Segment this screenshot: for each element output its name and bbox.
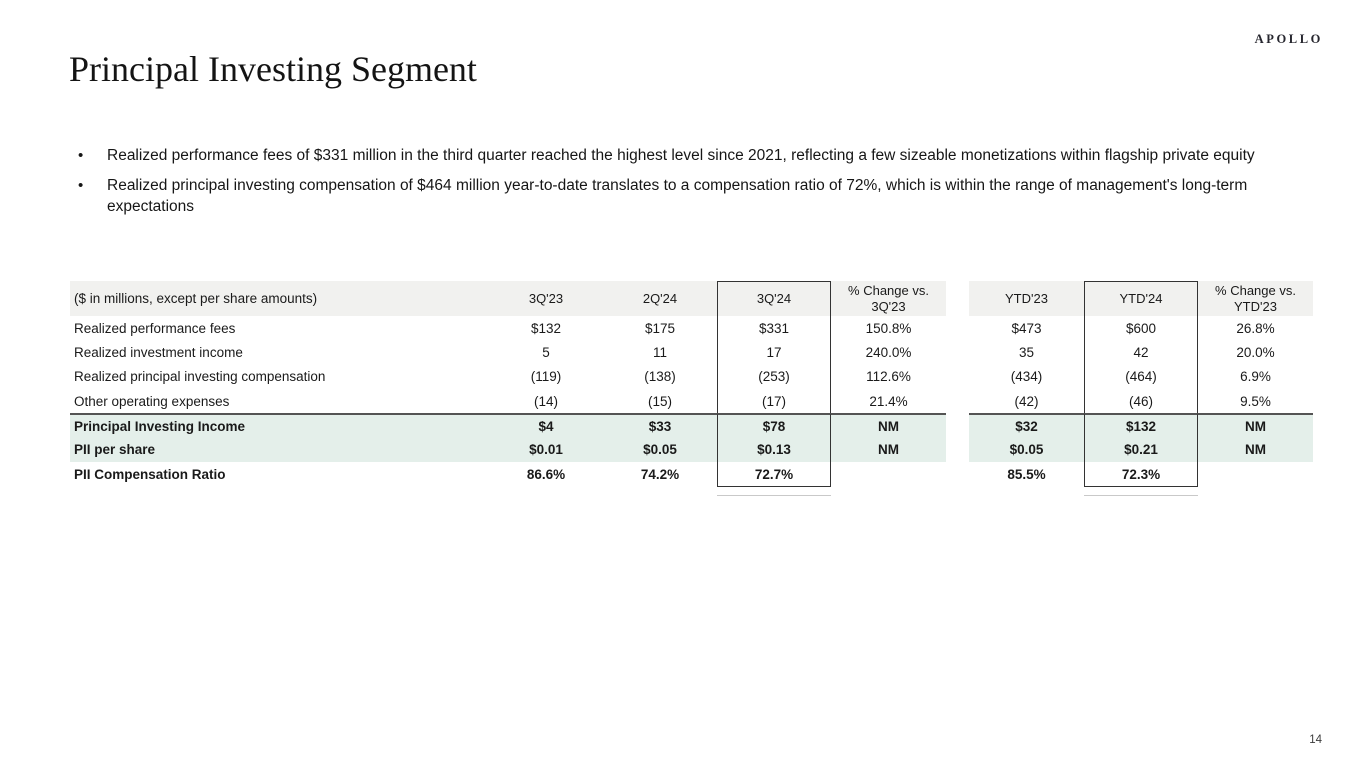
table-cell: $0.01 [489, 437, 603, 462]
table-cell [946, 316, 969, 340]
table-cell: 20.0% [1236, 344, 1275, 360]
table-caption: ($ in millions, except per share amounts… [70, 281, 489, 316]
table-cell: $175 [644, 320, 676, 336]
table-row: PII per share $0.01 $0.05 $0.13 NM $0.05 $0.21… [70, 437, 1313, 462]
table-cell: 11 [652, 344, 667, 360]
table-cell: $0.21 [1084, 437, 1198, 462]
row-label: Realized investment income [74, 344, 243, 360]
financial-table: ($ in millions, except per share amounts… [70, 281, 1313, 487]
divider [1084, 495, 1198, 496]
table-cell: NM [831, 413, 946, 437]
table-cell: $0.13 [717, 437, 831, 462]
table-cell: 35 [1018, 344, 1035, 360]
table-cell [946, 462, 969, 487]
table-cell: NM [1198, 413, 1313, 437]
table-cell [946, 389, 969, 413]
table-cell: NM [1198, 437, 1313, 462]
row-label: Other operating expenses [74, 393, 230, 409]
table-cell: $331 [717, 316, 831, 340]
table-cell: 5 [542, 344, 550, 360]
table-cell: (253) [717, 364, 831, 389]
table-cell: 21.4% [869, 393, 908, 409]
bullet-text: Realized performance fees of $331 millio… [107, 147, 1255, 164]
table-cell [1198, 462, 1313, 487]
table-cell: $33 [603, 413, 717, 437]
column-header: 3Q'24 [717, 281, 831, 316]
row-label: Principal Investing Income [70, 413, 489, 437]
table-cell [946, 364, 969, 389]
table-cell: (15) [647, 393, 672, 409]
table-cell [831, 462, 946, 487]
bullet-list: • Realized performance fees of $331 mill… [70, 145, 1295, 226]
table-cell: 42 [1084, 340, 1198, 364]
table-cell: $600 [1084, 316, 1198, 340]
table-row: Realized investment income 5 11 17 240.0% 35 4… [70, 340, 1313, 364]
table-cell: 6.9% [1240, 369, 1271, 384]
table-cell: 17 [717, 340, 831, 364]
row-label: PII Compensation Ratio [74, 467, 226, 482]
column-header: YTD'23 [969, 281, 1084, 316]
column-header: 3Q'23 [489, 281, 603, 316]
table-cell: (42) [1014, 393, 1039, 409]
list-item: • Realized principal investing compensat… [70, 175, 1295, 217]
table-cell: $4 [489, 413, 603, 437]
table-cell [946, 413, 969, 437]
table-cell: $473 [1011, 320, 1042, 336]
table-cell: (464) [1084, 364, 1198, 389]
column-header: % Change vs. YTD'23 [1198, 281, 1313, 316]
table-row: PII Compensation Ratio 86.6% 74.2% 72.7% 85.… [70, 462, 1313, 487]
table-cell: 85.5% [1007, 467, 1046, 482]
table-header-row: ($ in millions, except per share amounts… [70, 281, 1313, 316]
table-cell: (46) [1084, 389, 1198, 413]
table-row: Realized performance fees $132 $175 $331 150… [70, 316, 1313, 340]
bullet-icon: • [78, 177, 84, 194]
bullet-icon: • [78, 147, 84, 164]
table-cell: 240.0% [865, 344, 912, 360]
row-label: PII per share [70, 437, 489, 462]
row-label: Realized principal investing compensatio… [74, 369, 326, 384]
column-header: 2Q'24 [603, 281, 717, 316]
divider [717, 495, 831, 496]
table-cell: $78 [717, 413, 831, 437]
table-cell: (119) [530, 369, 562, 384]
page-title: Principal Investing Segment [69, 49, 477, 89]
table-cell: $132 [530, 320, 562, 336]
table-cell: 112.6% [866, 369, 911, 384]
page-number: 14 [1309, 734, 1322, 746]
table-cell: $32 [969, 413, 1084, 437]
table-cell: (14) [533, 393, 558, 409]
table-cell: $0.05 [603, 437, 717, 462]
table-row: Realized principal investing compensatio… [70, 364, 1313, 389]
table-cell: 72.7% [717, 462, 831, 487]
table-cell: 9.5% [1240, 393, 1271, 409]
column-header [946, 281, 969, 316]
table-row: Principal Investing Income $4 $33 $78 NM $32 $… [70, 413, 1313, 437]
list-item: • Realized performance fees of $331 mill… [70, 145, 1295, 166]
table-cell: 74.2% [640, 467, 680, 482]
table-cell [946, 437, 969, 462]
table-cell: (138) [644, 369, 676, 384]
table-cell: 26.8% [1236, 320, 1275, 336]
apollo-logo: APOLLO [1254, 32, 1323, 46]
table-cell: $132 [1084, 413, 1198, 437]
column-header: % Change vs. 3Q'23 [831, 281, 946, 316]
table-cell: 150.8% [865, 320, 912, 336]
table-cell: (434) [1010, 369, 1043, 384]
table-row: Other operating expenses (14) (15) (17) 21.4… [70, 389, 1313, 413]
bullet-text: Realized principal investing compensatio… [107, 177, 1248, 215]
table-cell: $0.05 [969, 437, 1084, 462]
table-cell: 72.3% [1084, 462, 1198, 487]
table-cell: (17) [717, 389, 831, 413]
table-cell: NM [831, 437, 946, 462]
table-cell [946, 340, 969, 364]
table-cell: 86.6% [526, 467, 566, 482]
column-header: YTD'24 [1084, 281, 1198, 316]
row-label: Realized performance fees [74, 320, 236, 336]
